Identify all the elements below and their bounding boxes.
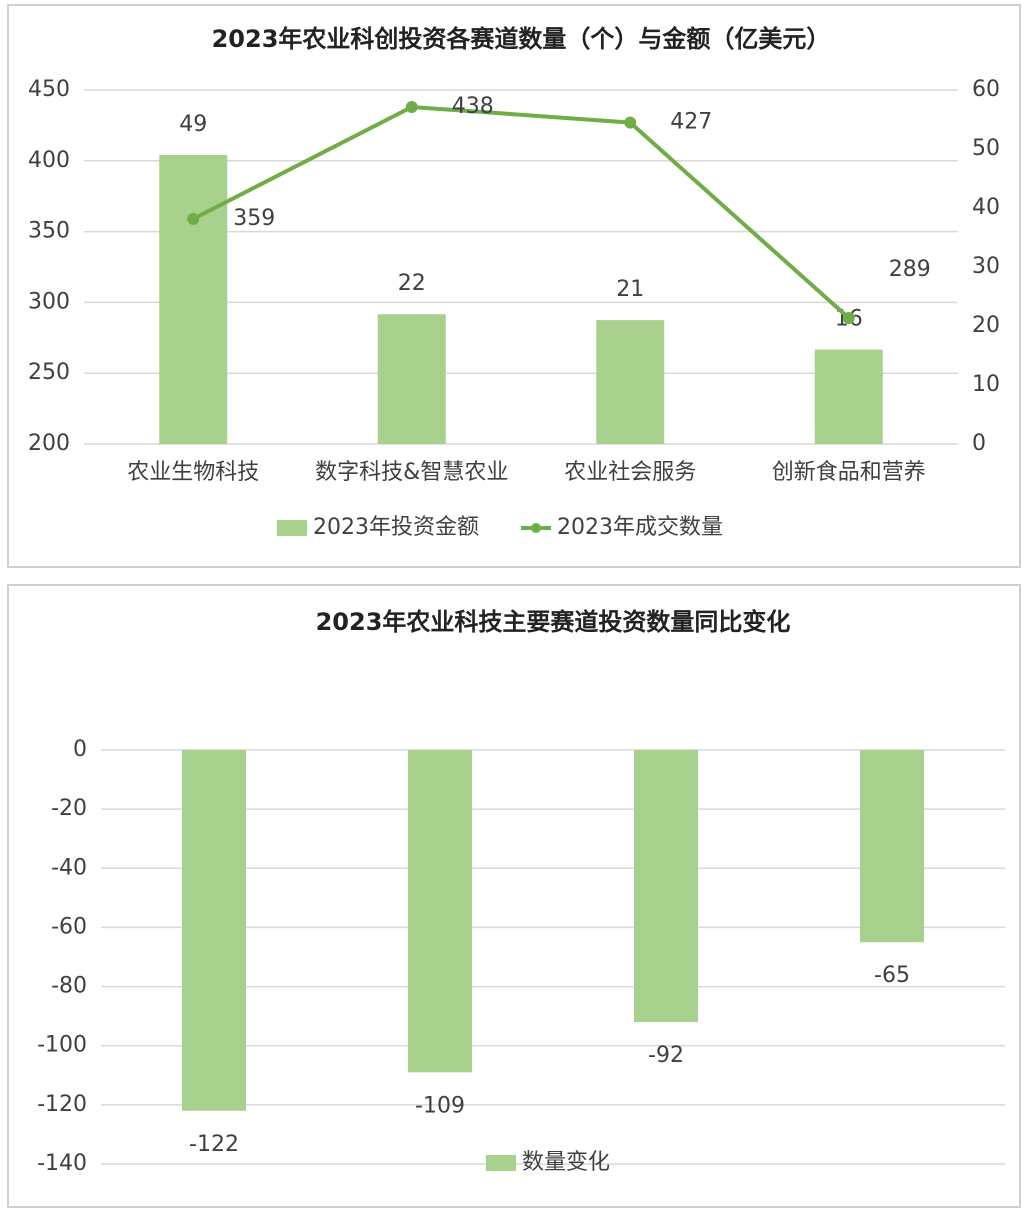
y2-tick-label: 60 <box>972 77 1000 102</box>
data-label: 21 <box>616 277 644 302</box>
legend-label: 2023年成交数量 <box>557 515 723 540</box>
y-tick-label: -100 <box>37 1033 87 1058</box>
x-tick-label: 创新食品和营养 <box>772 460 926 485</box>
x-tick-label: 农业社会服务 <box>564 460 696 485</box>
line-marker <box>842 311 855 324</box>
y-tick-label: -60 <box>51 914 87 939</box>
y-tick-label: 0 <box>73 737 87 762</box>
y-tick-label: 350 <box>28 219 70 244</box>
data-label: -65 <box>874 963 910 988</box>
bar <box>182 750 246 1111</box>
legend-swatch <box>531 523 541 533</box>
y2-tick-label: 40 <box>972 195 1000 220</box>
line-marker <box>624 116 637 129</box>
data-label: 289 <box>889 257 931 282</box>
x-tick-label: 数字科技&智慧农业 <box>315 460 508 485</box>
line-marker <box>405 100 418 113</box>
line-marker <box>187 212 200 225</box>
y-tick-label: 300 <box>28 289 70 314</box>
bar <box>634 750 698 1023</box>
y2-tick-label: 30 <box>972 254 1000 279</box>
y2-tick-label: 20 <box>972 313 1000 338</box>
y-tick-label: 250 <box>28 360 70 385</box>
bar <box>408 750 472 1073</box>
panel <box>7 584 1021 1208</box>
bar <box>814 349 883 444</box>
data-label: -92 <box>648 1043 684 1068</box>
data-label: 49 <box>179 112 207 137</box>
y-tick-label: -40 <box>51 855 87 880</box>
chart-title: 2023年农业科技主要赛道投资数量同比变化 <box>316 608 791 636</box>
y-tick-label: -120 <box>37 1092 87 1117</box>
data-label: 427 <box>670 110 712 135</box>
data-label: 438 <box>452 94 494 119</box>
bar <box>377 314 446 444</box>
data-label: -122 <box>189 1132 239 1157</box>
legend-label: 2023年投资金额 <box>313 515 479 540</box>
y-tick-label: -80 <box>51 974 87 999</box>
y-tick-label: -20 <box>51 796 87 821</box>
y-tick-label: 450 <box>28 77 70 102</box>
data-label: 359 <box>233 206 275 231</box>
chart-title: 2023年农业科创投资各赛道数量（个）与金额（亿美元） <box>212 25 831 53</box>
y-tick-label: -140 <box>37 1151 87 1176</box>
y2-tick-label: 10 <box>972 372 1000 397</box>
data-label: -109 <box>415 1093 465 1118</box>
y-tick-label: 200 <box>28 431 70 456</box>
y2-tick-label: 0 <box>972 431 986 456</box>
line <box>192 104 851 320</box>
y2-tick-label: 50 <box>972 136 1000 161</box>
data-label: 22 <box>398 271 426 296</box>
bar <box>159 154 228 444</box>
x-tick-label: 农业生物科技 <box>127 460 259 485</box>
bar <box>596 320 665 444</box>
legend-swatch <box>486 1155 516 1171</box>
legend-swatch <box>277 520 307 536</box>
y-tick-label: 400 <box>28 148 70 173</box>
legend-label: 数量变化 <box>522 1150 610 1175</box>
bar <box>860 750 924 943</box>
